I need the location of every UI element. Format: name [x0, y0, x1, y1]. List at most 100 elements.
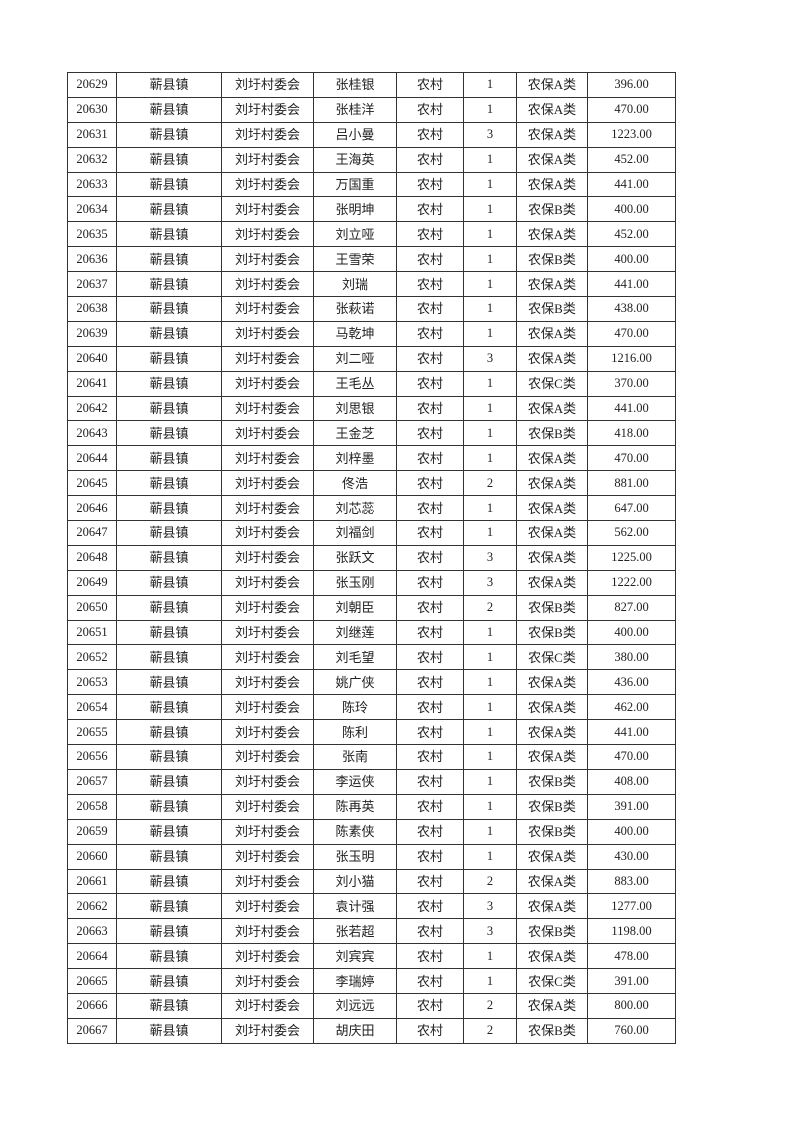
- town-cell: 蕲县镇: [116, 121, 222, 148]
- household-count-cell: 2: [463, 594, 517, 621]
- table-row: 20646 蕲县镇 刘圩村委会 刘芯蕊 农村 1 农保A类 647.00: [67, 495, 676, 522]
- insurance-category-cell: 农保B类: [516, 594, 588, 621]
- household-count-cell: 1: [463, 719, 517, 746]
- residence-type-cell: 农村: [396, 1017, 464, 1044]
- insurance-category-cell: 农保B类: [516, 420, 588, 447]
- household-count-cell: 1: [463, 246, 517, 273]
- insurance-category-cell: 农保B类: [516, 768, 588, 795]
- residence-type-cell: 农村: [396, 669, 464, 696]
- table-row: 20659 蕲县镇 刘圩村委会 陈素侠 农村 1 农保B类 400.00: [67, 818, 676, 845]
- amount-cell: 441.00: [587, 719, 676, 746]
- town-cell: 蕲县镇: [116, 370, 222, 397]
- insurance-category-cell: 农保B类: [516, 1017, 588, 1044]
- person-name-cell: 张跃文: [313, 544, 397, 571]
- household-count-cell: 1: [463, 669, 517, 696]
- village-committee-cell: 刘圩村委会: [221, 569, 314, 596]
- residence-type-cell: 农村: [396, 744, 464, 770]
- household-count-cell: 1: [463, 96, 517, 123]
- table-row: 20630 蕲县镇 刘圩村委会 张桂洋 农村 1 农保A类 470.00: [67, 96, 676, 123]
- amount-cell: 1198.00: [587, 918, 676, 945]
- village-committee-cell: 刘圩村委会: [221, 719, 314, 746]
- record-id-cell: 20651: [67, 619, 117, 646]
- residence-type-cell: 农村: [396, 544, 464, 571]
- insurance-category-cell: 农保B类: [516, 818, 588, 845]
- record-id-cell: 20630: [67, 96, 117, 123]
- household-count-cell: 3: [463, 121, 517, 148]
- insurance-category-cell: 农保A类: [516, 395, 588, 422]
- person-name-cell: 万国重: [313, 171, 397, 198]
- insurance-category-cell: 农保A类: [516, 719, 588, 746]
- amount-cell: 1225.00: [587, 544, 676, 571]
- person-name-cell: 刘朝臣: [313, 594, 397, 621]
- person-name-cell: 王海英: [313, 146, 397, 173]
- village-committee-cell: 刘圩村委会: [221, 296, 314, 322]
- record-id-cell: 20655: [67, 719, 117, 746]
- household-count-cell: 1: [463, 370, 517, 397]
- village-committee-cell: 刘圩村委会: [221, 793, 314, 820]
- residence-type-cell: 农村: [396, 818, 464, 845]
- record-id-cell: 20661: [67, 868, 117, 895]
- person-name-cell: 陈玲: [313, 694, 397, 721]
- record-id-cell: 20645: [67, 470, 117, 497]
- record-id-cell: 20635: [67, 221, 117, 248]
- insurance-category-cell: 农保A类: [516, 320, 588, 347]
- record-id-cell: 20643: [67, 420, 117, 447]
- town-cell: 蕲县镇: [116, 893, 222, 920]
- record-id-cell: 20664: [67, 943, 117, 970]
- table-row: 20633 蕲县镇 刘圩村委会 万国重 农村 1 农保A类 441.00: [67, 171, 676, 198]
- town-cell: 蕲县镇: [116, 320, 222, 347]
- household-count-cell: 2: [463, 992, 517, 1019]
- village-committee-cell: 刘圩村委会: [221, 121, 314, 148]
- record-id-cell: 20648: [67, 544, 117, 571]
- town-cell: 蕲县镇: [116, 619, 222, 646]
- table-row: 20648 蕲县镇 刘圩村委会 张跃文 农村 3 农保A类 1225.00: [67, 544, 676, 571]
- village-committee-cell: 刘圩村委会: [221, 395, 314, 422]
- town-cell: 蕲县镇: [116, 544, 222, 571]
- insurance-category-cell: 农保A类: [516, 345, 588, 372]
- person-name-cell: 张南: [313, 744, 397, 770]
- town-cell: 蕲县镇: [116, 445, 222, 472]
- table-row: 20637 蕲县镇 刘圩村委会 刘瑞 农村 1 农保A类 441.00: [67, 271, 676, 298]
- person-name-cell: 王毛丛: [313, 370, 397, 397]
- household-count-cell: 2: [463, 868, 517, 895]
- insurance-category-cell: 农保A类: [516, 843, 588, 870]
- person-name-cell: 王雪荣: [313, 246, 397, 273]
- town-cell: 蕲县镇: [116, 296, 222, 322]
- person-name-cell: 刘宾宾: [313, 943, 397, 970]
- table-row: 20661 蕲县镇 刘圩村委会 刘小猫 农村 2 农保A类 883.00: [67, 868, 676, 895]
- record-id-cell: 20636: [67, 246, 117, 273]
- record-id-cell: 20641: [67, 370, 117, 397]
- person-name-cell: 吕小曼: [313, 121, 397, 148]
- household-count-cell: 1: [463, 420, 517, 447]
- residence-type-cell: 农村: [396, 520, 464, 546]
- town-cell: 蕲县镇: [116, 395, 222, 422]
- table-row: 20643 蕲县镇 刘圩村委会 王金芝 农村 1 农保B类 418.00: [67, 420, 676, 447]
- insurance-category-cell: 农保C类: [516, 370, 588, 397]
- amount-cell: 470.00: [587, 445, 676, 472]
- record-id-cell: 20663: [67, 918, 117, 945]
- town-cell: 蕲县镇: [116, 171, 222, 198]
- village-committee-cell: 刘圩村委会: [221, 694, 314, 721]
- amount-cell: 647.00: [587, 495, 676, 522]
- insurance-category-cell: 农保A类: [516, 569, 588, 596]
- town-cell: 蕲县镇: [116, 246, 222, 273]
- village-committee-cell: 刘圩村委会: [221, 495, 314, 522]
- town-cell: 蕲县镇: [116, 221, 222, 248]
- insurance-category-cell: 农保A类: [516, 943, 588, 970]
- amount-cell: 452.00: [587, 146, 676, 173]
- person-name-cell: 李瑞婷: [313, 968, 397, 994]
- residence-type-cell: 农村: [396, 719, 464, 746]
- table-row: 20641 蕲县镇 刘圩村委会 王毛丛 农村 1 农保C类 370.00: [67, 370, 676, 397]
- insurance-category-cell: 农保A类: [516, 992, 588, 1019]
- town-cell: 蕲县镇: [116, 669, 222, 696]
- town-cell: 蕲县镇: [116, 768, 222, 795]
- household-count-cell: 1: [463, 221, 517, 248]
- insurance-category-cell: 农保A类: [516, 868, 588, 895]
- table-row: 20667 蕲县镇 刘圩村委会 胡庆田 农村 2 农保B类 760.00: [67, 1017, 676, 1044]
- town-cell: 蕲县镇: [116, 918, 222, 945]
- person-name-cell: 王金芝: [313, 420, 397, 447]
- town-cell: 蕲县镇: [116, 868, 222, 895]
- record-id-cell: 20633: [67, 171, 117, 198]
- residence-type-cell: 农村: [396, 943, 464, 970]
- record-id-cell: 20660: [67, 843, 117, 870]
